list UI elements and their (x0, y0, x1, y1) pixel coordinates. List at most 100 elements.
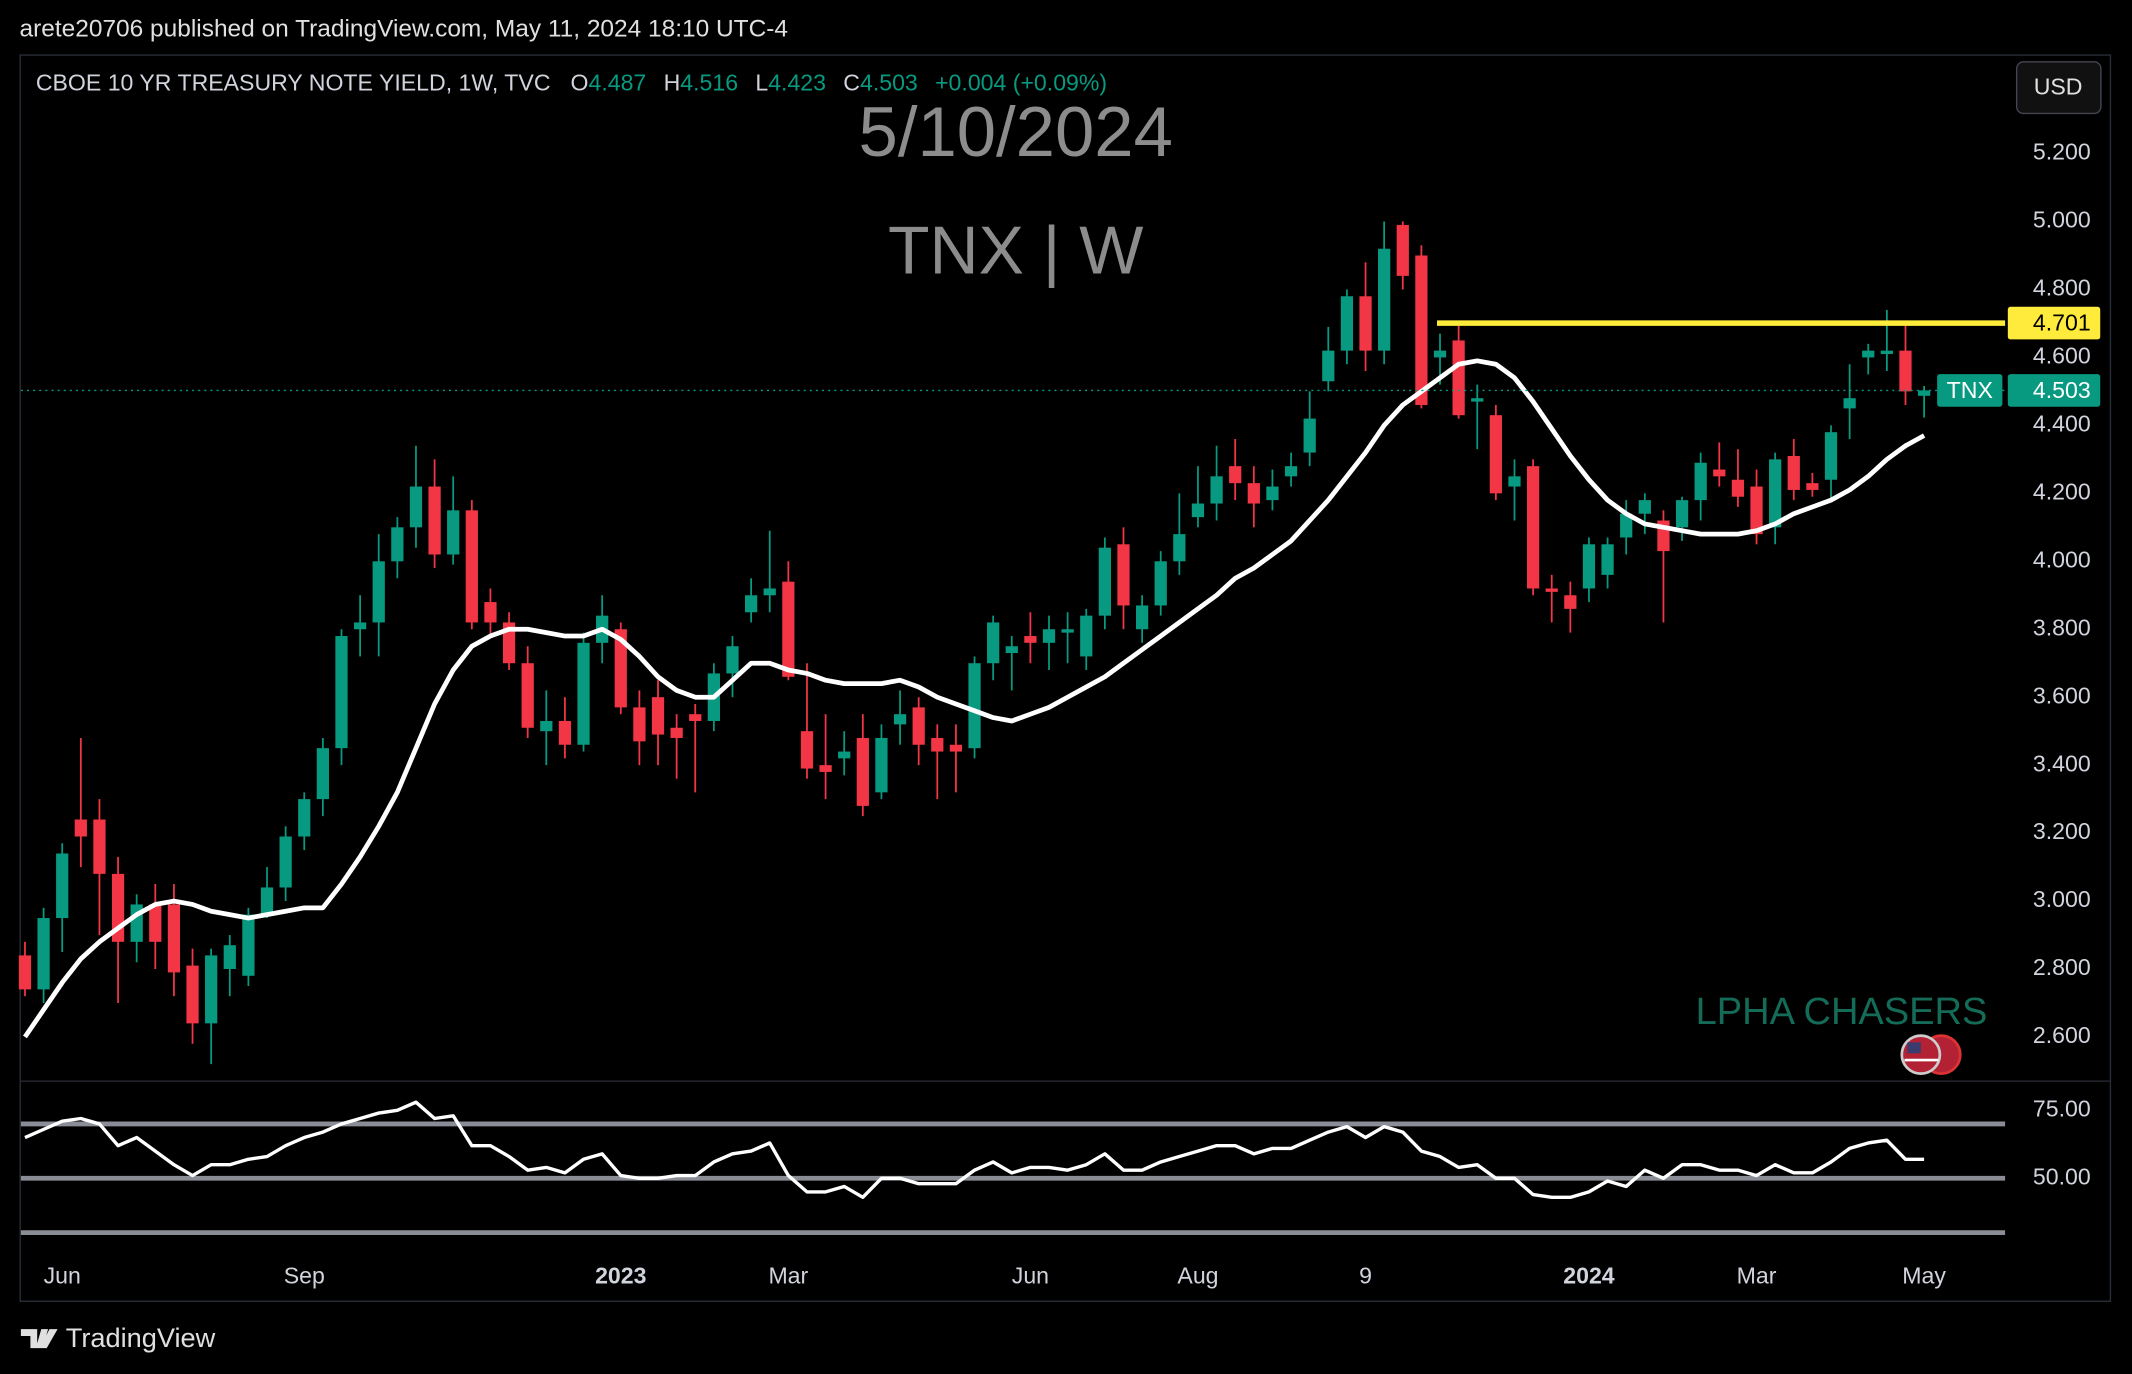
candle-body (558, 720, 572, 745)
candle-body (298, 799, 311, 837)
candle-body (1862, 350, 1875, 358)
candle-body (1080, 615, 1093, 657)
candle-body (316, 748, 329, 800)
candle-body (1173, 534, 1186, 562)
candle-body (1452, 340, 1465, 416)
last-price-box (2007, 374, 2101, 407)
rsi-tick-label: 75.00 (2033, 1095, 2091, 1121)
candle-body (1694, 462, 1707, 501)
y-tick-label: 3.600 (2033, 682, 2091, 708)
x-tick-label: 2024 (1563, 1263, 1615, 1289)
x-tick-label: May (1902, 1263, 1946, 1289)
candle-body (875, 737, 888, 793)
candle-body (689, 714, 702, 721)
ohlc-value: 4.503 (860, 69, 918, 95)
x-tick-label: Mar (768, 1263, 808, 1289)
x-tick-label: 2023 (595, 1263, 647, 1289)
candle-body (968, 663, 981, 749)
candle-body (1322, 350, 1335, 382)
candle-body (614, 629, 627, 708)
ohlc-value: 4.423 (768, 69, 826, 95)
candle-body (279, 836, 292, 888)
candle-body (1582, 544, 1596, 589)
currency-button[interactable]: USD (2015, 61, 2102, 115)
candle-body (651, 697, 665, 735)
candle-body (912, 707, 925, 745)
y-tick-label: 4.200 (2033, 478, 2091, 504)
candle-body (1731, 479, 1745, 497)
candle-body (335, 636, 348, 749)
x-tick-label: Aug (1177, 1263, 1218, 1289)
candle-body (838, 751, 851, 759)
candle-body (1638, 500, 1651, 514)
candle-body (1713, 469, 1726, 477)
candle-body (1098, 547, 1111, 616)
candle-body (149, 904, 162, 942)
x-tick-label: 9 (1359, 1263, 1372, 1289)
candle-body (931, 737, 944, 752)
candle-body (93, 819, 106, 874)
y-tick-label: 3.200 (2033, 818, 2091, 844)
candle-body (56, 853, 69, 919)
resistance-label-box (2007, 306, 2101, 340)
footer-brand: TradingView (66, 1322, 216, 1353)
candle-body (1284, 466, 1298, 477)
candle-body (763, 588, 776, 596)
candle-body (949, 744, 963, 752)
candle-body (744, 595, 758, 613)
candle-body (205, 955, 218, 1024)
x-tick-label: Jun (44, 1263, 81, 1289)
x-tick-label: Jun (1012, 1263, 1049, 1289)
candle-body (1415, 255, 1428, 405)
y-tick-label: 5.200 (2033, 139, 2091, 165)
candle-body (1526, 466, 1540, 589)
candle-body (1750, 486, 1763, 535)
date-annotation: 5/10/2024 (859, 92, 1173, 171)
y-tick-label: 4.400 (2033, 410, 2091, 436)
candle-body (726, 646, 739, 674)
y-tick-label: 2.800 (2033, 954, 2091, 980)
candle-body (540, 720, 553, 732)
candle-body (1564, 595, 1577, 609)
candle-body (782, 581, 795, 677)
candle-body (893, 714, 907, 725)
candle-body (1340, 296, 1354, 351)
candle-body (372, 561, 385, 623)
candle-body (484, 602, 497, 623)
candle-body (1601, 544, 1614, 575)
candle-body (260, 887, 274, 915)
candle-body (1210, 476, 1223, 504)
y-tick-label: 4.800 (2033, 275, 2091, 301)
y-tick-label: 5.000 (2033, 207, 2091, 233)
candle-body (1880, 350, 1893, 355)
candle-body (1787, 455, 1800, 490)
currency-label[interactable]: USD (2034, 73, 2083, 99)
rsi-tick-label: 50.00 (2033, 1163, 2091, 1189)
symbol-annotation: TNX | W (888, 212, 1143, 288)
ohlc-key: H (664, 69, 681, 95)
candle-body (1396, 224, 1409, 276)
candle-body (1359, 296, 1372, 351)
candle-body (447, 510, 460, 555)
candle-body (856, 737, 869, 806)
currency-box[interactable] (2015, 61, 2102, 115)
moving-average (23, 358, 1926, 1039)
candle-body (577, 642, 590, 745)
last-price-label: 4.503 (2033, 377, 2091, 403)
candle-body (18, 955, 32, 990)
rsi-line (24, 1100, 1925, 1200)
candle-body (1117, 544, 1130, 606)
candle-body (167, 904, 181, 973)
y-tick-label: 3.800 (2033, 614, 2091, 640)
candle-body (1917, 390, 1931, 396)
ohlc-value: 4.516 (680, 69, 738, 95)
candle-body (1378, 248, 1391, 351)
ohlc-key: O (571, 69, 589, 95)
candle-body (1154, 561, 1167, 606)
candle-body (353, 622, 367, 630)
chart-frame (19, 54, 2112, 1302)
candle-body (1471, 398, 1484, 402)
candle-body (1824, 432, 1838, 480)
